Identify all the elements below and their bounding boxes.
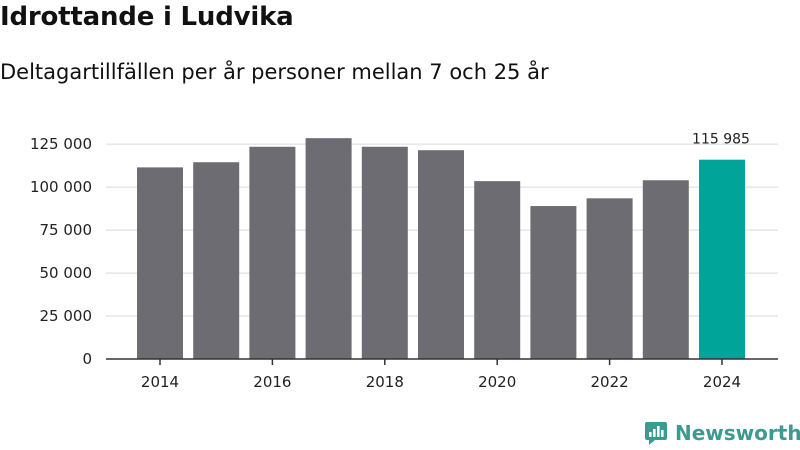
x-tick-label: 2014 [141, 373, 179, 391]
y-tick-label: 100 000 [30, 178, 92, 196]
x-tick-label: 2016 [253, 373, 291, 391]
chart-title: Idrottande i Ludvika [0, 2, 294, 32]
bar-2015 [193, 162, 240, 359]
y-tick-label: 50 000 [40, 264, 93, 282]
bar-2022 [586, 198, 633, 359]
bar-2017 [305, 138, 352, 359]
x-axis-ticks: 2014 2016 2018 2020 2022 2024 [141, 359, 741, 391]
bar-2018 [361, 146, 408, 359]
brand: Newsworthy [644, 420, 800, 446]
brand-name: Newsworthy [675, 421, 800, 445]
bar-2023 [642, 180, 689, 359]
y-axis-ticks: 0 25 000 50 000 75 000 100 000 125 000 [30, 135, 92, 368]
bar-2019 [418, 150, 464, 359]
x-tick-label: 2018 [366, 373, 404, 391]
x-tick-label: 2022 [591, 373, 629, 391]
bar-2024 [699, 159, 745, 359]
bar-2020 [474, 181, 521, 359]
y-tick-label: 25 000 [40, 307, 93, 325]
y-tick-label: 75 000 [40, 221, 93, 239]
y-tick-label: 0 [82, 350, 92, 368]
chart-subtitle: Deltagartillfällen per år personer mella… [0, 60, 549, 84]
data-label: 115 985 [692, 132, 750, 148]
data-labels: 115 985 [692, 132, 750, 148]
bar-2016 [249, 146, 296, 359]
x-tick-label: 2024 [703, 373, 741, 391]
newsworthy-logo-icon [645, 422, 667, 445]
bar-2021 [530, 206, 577, 359]
bar-2014 [137, 167, 183, 359]
y-tick-label: 125 000 [30, 135, 92, 153]
bars [137, 138, 745, 359]
x-tick-label: 2020 [478, 373, 516, 391]
